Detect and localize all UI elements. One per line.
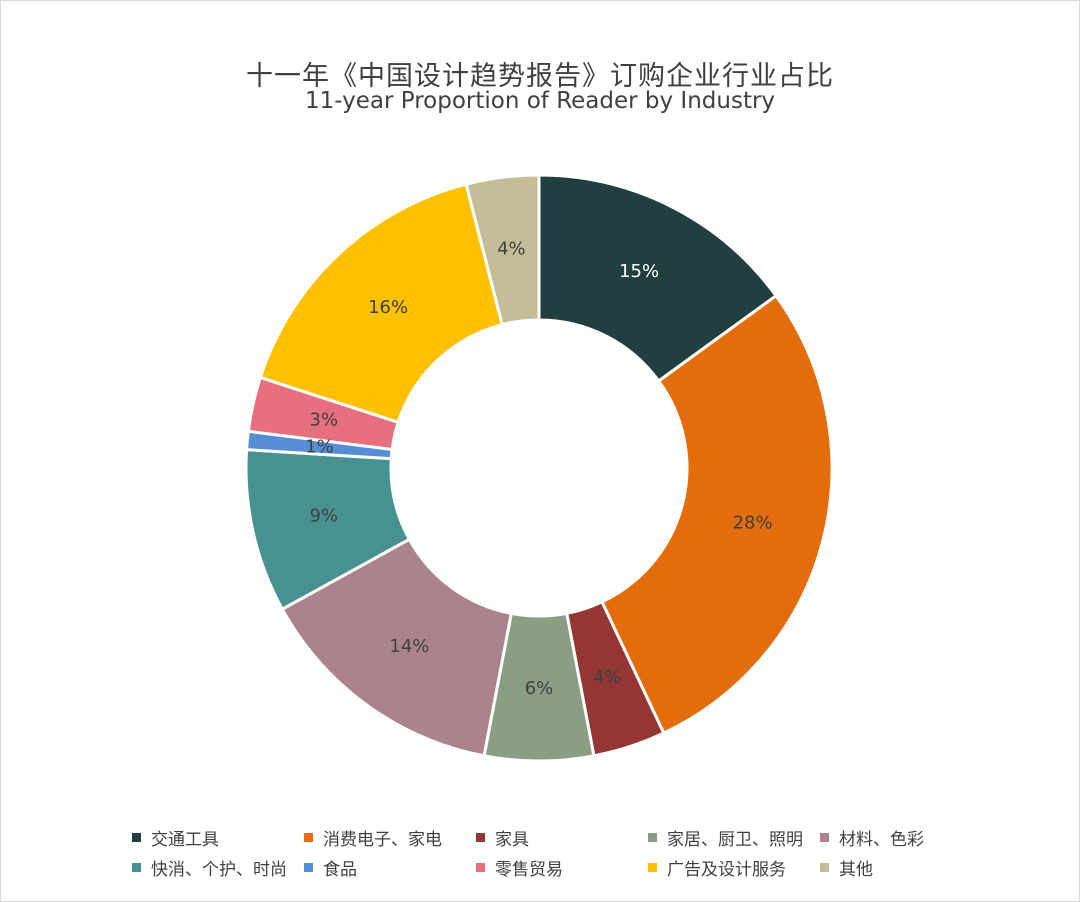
legend-swatch — [304, 833, 313, 842]
legend-item-7: 食品 — [304, 855, 357, 880]
slice-label-3: 4% — [593, 667, 622, 688]
legend-label: 家具 — [495, 830, 529, 850]
slice-label-6: 9% — [310, 506, 339, 527]
slice-label-9: 16% — [368, 297, 408, 318]
legend-item-9: 广告及设计服务 — [648, 855, 786, 880]
legend-item-2: 消费电子、家电 — [304, 825, 442, 850]
legend-item-8: 零售贸易 — [476, 855, 563, 880]
slice-label-1: 15% — [619, 261, 659, 282]
slice-label-8: 3% — [310, 409, 339, 430]
legend-label: 材料、色彩 — [839, 830, 924, 850]
slice-10 — [464, 173, 541, 327]
legend-item-4: 家居、厨卫、照明 — [648, 825, 803, 850]
legend-swatch — [132, 863, 141, 872]
chart-title: 十一年《中国设计趋势报告》订购企业行业占比 — [246, 61, 834, 92]
legend-label: 交通工具 — [151, 830, 219, 850]
legend-label: 广告及设计服务 — [667, 860, 786, 880]
legend-label: 家居、厨卫、照明 — [667, 830, 803, 850]
legend-label: 零售贸易 — [495, 860, 563, 880]
legend-swatch — [820, 833, 829, 842]
legend-swatch — [304, 863, 313, 872]
legend-swatch — [648, 833, 657, 842]
slice-2 — [600, 293, 834, 736]
legend-swatch — [476, 863, 485, 872]
slice-label-7: 1% — [305, 437, 334, 458]
legend-swatch — [132, 833, 141, 842]
legend-item-3: 家具 — [476, 825, 529, 850]
slice-1 — [537, 173, 779, 384]
legend-swatch — [476, 833, 485, 842]
slice-5 — [280, 537, 514, 758]
chart-subtitle: 11-year Proportion of Reader by Industry — [304, 88, 776, 114]
legend-item-10: 其他 — [820, 855, 873, 880]
donut-slices — [244, 173, 834, 763]
slice-label-4: 6% — [525, 678, 554, 699]
legend-item-1: 交通工具 — [132, 825, 219, 850]
slice-label-5: 14% — [389, 636, 429, 657]
legend-item-6: 快消、个护、时尚 — [132, 855, 287, 880]
legend-label: 消费电子、家电 — [323, 830, 442, 850]
legend-swatch — [648, 863, 657, 872]
legend-label: 快消、个护、时尚 — [151, 860, 287, 880]
donut-labels: 15% 28% 4% 6% 14% 9% 1% 3% 16% 4% — [305, 239, 772, 699]
legend-label: 其他 — [839, 860, 873, 880]
slice-label-10: 4% — [497, 239, 526, 260]
legend-label: 食品 — [323, 860, 357, 880]
legend-item-5: 材料、色彩 — [820, 825, 924, 850]
legend-swatch — [820, 863, 829, 872]
slice-label-2: 28% — [733, 512, 773, 533]
slice-9 — [258, 182, 505, 425]
